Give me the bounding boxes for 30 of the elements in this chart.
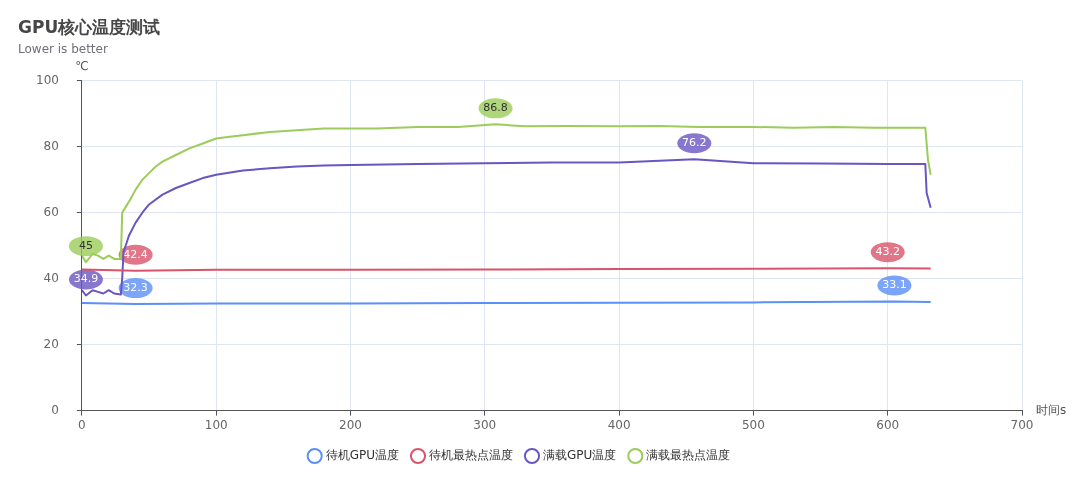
data-label: 42.4 xyxy=(123,247,148,261)
y-tick-label: 20 xyxy=(43,336,59,351)
legend-label: 待机最热点温度 xyxy=(429,448,513,463)
chart-subtitle: Lower is better xyxy=(18,41,108,56)
x-tick-label: 300 xyxy=(473,417,497,432)
data-label: 43.2 xyxy=(875,244,900,258)
x-tick-label: 500 xyxy=(741,417,765,432)
x-tick-label: 700 xyxy=(1010,417,1034,432)
data-label: 86.8 xyxy=(483,101,508,115)
y-tick-label: 60 xyxy=(43,204,59,219)
data-label: 34.9 xyxy=(73,272,99,286)
x-tick-label: 600 xyxy=(876,417,900,432)
x-tick-label: 0 xyxy=(78,417,86,432)
data-label: 32.3 xyxy=(123,280,148,294)
x-tick-label: 400 xyxy=(607,417,631,432)
data-label: 76.2 xyxy=(682,136,707,150)
legend-label: 满载最热点温度 xyxy=(646,448,731,463)
legend-label: 满载GPU温度 xyxy=(543,448,617,463)
y-tick-label: 80 xyxy=(43,138,59,153)
y-tick-label: 40 xyxy=(43,270,59,285)
legend-label: 待机GPU温度 xyxy=(325,448,400,463)
x-axis-title: 时间s xyxy=(1036,402,1067,417)
x-tick-label: 200 xyxy=(339,417,362,432)
y-axis-title: ℃ xyxy=(75,58,89,73)
data-label: 45 xyxy=(78,239,93,253)
data-label: 33.1 xyxy=(882,278,907,292)
y-tick-label: 100 xyxy=(36,72,59,87)
x-tick-label: 100 xyxy=(204,417,228,432)
chart-title: GPU核心温度测试 xyxy=(18,16,161,37)
y-tick-label: 0 xyxy=(51,402,59,417)
